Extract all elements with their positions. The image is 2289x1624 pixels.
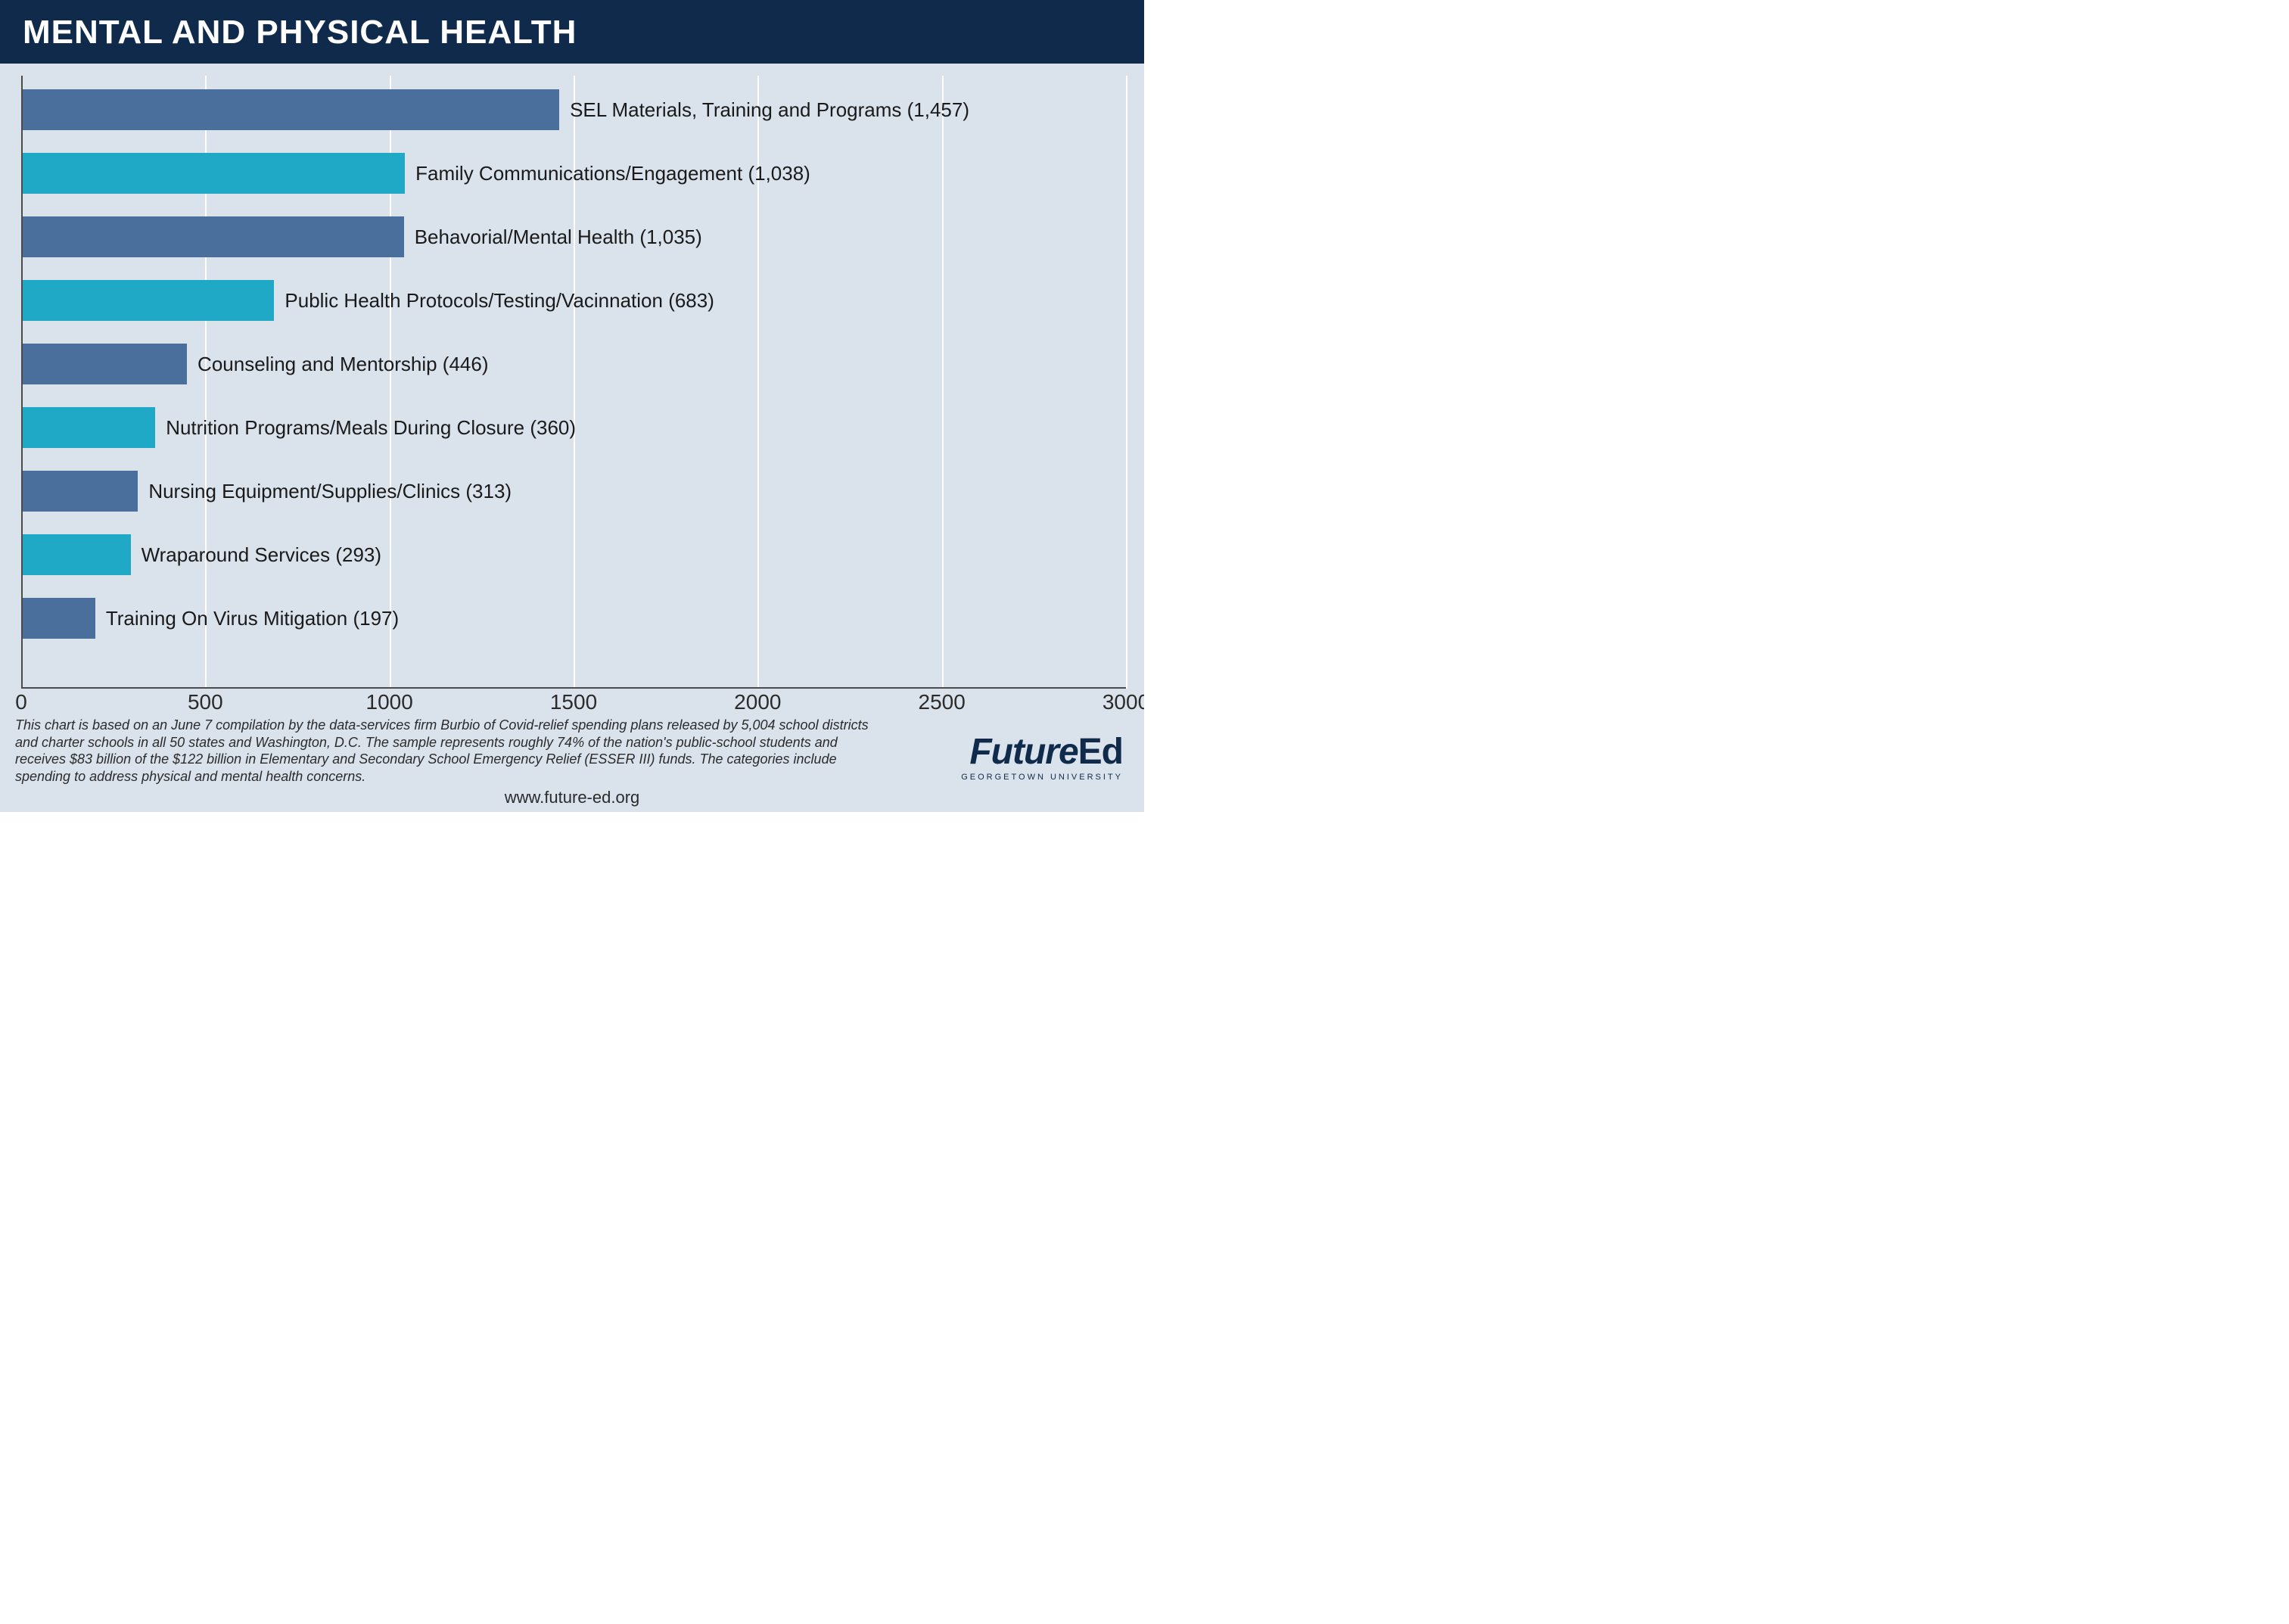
bar (23, 216, 404, 257)
bar-label: Wraparound Services (293) (131, 534, 381, 575)
logo-word-future: Future (969, 732, 1078, 772)
chart-area: SEL Materials, Training and Programs (1,… (15, 68, 1135, 726)
x-tick-label: 1000 (366, 690, 413, 714)
bar-label: Family Communications/Engagement (1,038) (405, 153, 810, 194)
bar (23, 407, 155, 448)
gridline (1126, 76, 1127, 689)
bar-label: SEL Materials, Training and Programs (1,… (559, 89, 969, 130)
bar (23, 280, 274, 321)
chart-footnote: This chart is based on an June 7 compila… (15, 717, 878, 785)
x-axis (21, 687, 1126, 689)
x-tick-label: 1500 (550, 690, 597, 714)
plot-region: SEL Materials, Training and Programs (1,… (21, 76, 1126, 689)
x-tick-label: 2000 (734, 690, 781, 714)
logo-wordmark: FutureEd (961, 734, 1123, 770)
y-axis (21, 76, 23, 689)
x-tick-label: 500 (188, 690, 223, 714)
site-url: www.future-ed.org (0, 788, 1144, 807)
chart-title: MENTAL AND PHYSICAL HEALTH (0, 0, 1144, 64)
chart-card: MENTAL AND PHYSICAL HEALTH SEL Materials… (0, 0, 1144, 812)
bar (23, 598, 95, 639)
bar (23, 534, 131, 575)
x-tick-label: 2500 (919, 690, 966, 714)
x-tick-label: 0 (15, 690, 27, 714)
bar-label: Behavorial/Mental Health (1,035) (404, 216, 702, 257)
bar (23, 89, 559, 130)
logo-word-ed: Ed (1078, 732, 1123, 772)
bar (23, 344, 187, 384)
bar-label: Nutrition Programs/Meals During Closure … (155, 407, 576, 448)
bar-label: Nursing Equipment/Supplies/Clinics (313) (138, 471, 512, 512)
x-tick-label: 3000 (1103, 690, 1144, 714)
bar-label: Public Health Protocols/Testing/Vacinnat… (274, 280, 714, 321)
bar-label: Counseling and Mentorship (446) (187, 344, 488, 384)
bar-label: Training On Virus Mitigation (197) (95, 598, 399, 639)
futureed-logo: FutureEd GEORGETOWN UNIVERSITY (961, 734, 1123, 782)
gridline (942, 76, 944, 689)
logo-subtitle: GEORGETOWN UNIVERSITY (961, 773, 1123, 782)
bar (23, 471, 138, 512)
bar (23, 153, 405, 194)
